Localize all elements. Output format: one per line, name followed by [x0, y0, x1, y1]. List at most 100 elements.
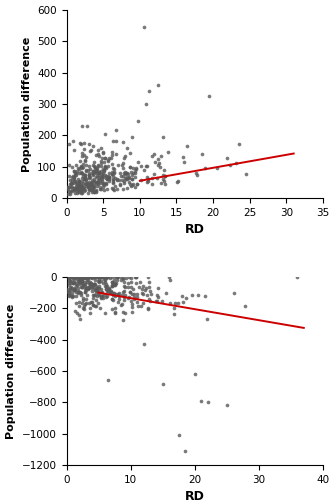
Point — [126, 273, 132, 281]
Point — [69, 184, 74, 192]
Point — [74, 171, 79, 179]
Point — [83, 154, 88, 162]
Point — [130, 176, 135, 184]
Point — [69, 276, 74, 284]
Point — [119, 276, 124, 284]
Point — [83, 175, 89, 183]
Point — [121, 308, 126, 316]
Point — [133, 168, 138, 175]
Point — [112, 186, 117, 194]
Point — [80, 273, 85, 281]
Point — [92, 158, 97, 166]
Point — [224, 402, 229, 409]
Point — [113, 174, 118, 182]
Point — [85, 166, 90, 174]
Point — [123, 168, 128, 176]
Point — [95, 285, 100, 293]
Point — [128, 282, 134, 290]
Point — [109, 288, 114, 296]
Point — [96, 278, 102, 285]
Point — [85, 183, 91, 191]
Point — [129, 308, 135, 316]
Point — [115, 185, 120, 193]
Point — [121, 286, 126, 294]
Point — [88, 283, 93, 291]
Point — [90, 188, 95, 196]
Point — [99, 160, 104, 168]
Point — [103, 274, 108, 281]
Point — [82, 288, 88, 296]
Point — [110, 178, 116, 186]
Point — [81, 170, 86, 178]
Point — [68, 273, 74, 281]
Point — [73, 184, 78, 192]
Point — [91, 162, 96, 170]
Point — [80, 172, 85, 180]
Point — [103, 284, 108, 292]
Point — [87, 280, 93, 288]
Point — [73, 292, 78, 300]
Point — [145, 175, 151, 183]
Point — [106, 376, 111, 384]
Point — [72, 167, 77, 175]
Point — [69, 273, 75, 281]
Point — [77, 181, 82, 189]
Point — [122, 174, 128, 182]
Point — [117, 180, 123, 188]
Point — [76, 288, 82, 296]
Point — [83, 166, 89, 174]
Point — [172, 299, 178, 307]
Point — [71, 273, 76, 281]
Point — [100, 273, 105, 281]
Point — [66, 273, 71, 281]
Point — [152, 150, 157, 158]
Point — [179, 292, 184, 300]
Point — [82, 273, 88, 281]
Point — [92, 273, 97, 281]
Point — [111, 279, 117, 287]
Point — [79, 273, 84, 281]
Point — [99, 292, 104, 300]
Point — [74, 181, 80, 189]
Point — [67, 289, 72, 297]
Point — [70, 164, 75, 172]
Point — [141, 282, 146, 290]
Point — [78, 169, 84, 177]
Point — [69, 273, 74, 281]
Point — [112, 182, 117, 190]
Point — [135, 290, 140, 298]
Point — [100, 184, 105, 192]
Point — [91, 175, 96, 183]
Point — [73, 169, 78, 177]
Point — [87, 278, 93, 285]
Point — [73, 282, 79, 290]
Point — [91, 280, 97, 288]
Point — [96, 162, 101, 170]
Point — [122, 309, 128, 317]
Point — [127, 172, 132, 180]
Point — [98, 304, 103, 312]
Point — [145, 173, 150, 181]
Point — [84, 178, 90, 186]
Point — [94, 179, 99, 187]
Point — [161, 174, 166, 182]
Point — [154, 174, 160, 182]
Point — [65, 184, 70, 192]
Point — [80, 152, 85, 160]
Point — [86, 282, 91, 290]
Point — [77, 139, 83, 147]
Point — [77, 276, 82, 284]
Point — [91, 167, 96, 175]
Point — [135, 180, 140, 188]
Point — [116, 161, 121, 169]
Point — [202, 164, 207, 172]
Point — [103, 282, 109, 290]
Point — [84, 278, 90, 286]
Point — [109, 281, 115, 289]
Point — [104, 273, 109, 281]
Point — [85, 284, 90, 292]
Point — [99, 273, 105, 281]
Point — [90, 185, 95, 193]
Point — [119, 291, 124, 299]
Point — [67, 274, 72, 281]
